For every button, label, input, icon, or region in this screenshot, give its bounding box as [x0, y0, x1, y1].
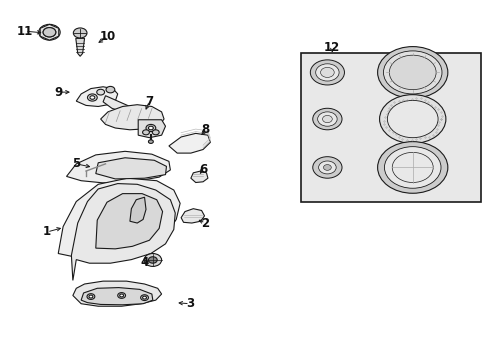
- Circle shape: [310, 60, 344, 85]
- Circle shape: [97, 89, 104, 95]
- Text: 10: 10: [100, 30, 116, 43]
- Circle shape: [120, 294, 123, 297]
- Circle shape: [377, 141, 447, 193]
- Circle shape: [317, 112, 336, 126]
- Polygon shape: [190, 171, 207, 183]
- Text: 11: 11: [17, 25, 33, 38]
- Circle shape: [383, 51, 441, 94]
- Circle shape: [312, 157, 341, 178]
- Circle shape: [377, 46, 447, 98]
- Circle shape: [89, 295, 93, 298]
- Text: 9: 9: [54, 86, 62, 99]
- Circle shape: [148, 257, 157, 263]
- Circle shape: [312, 108, 341, 130]
- Text: 7: 7: [145, 95, 153, 108]
- Circle shape: [146, 125, 156, 132]
- Polygon shape: [81, 288, 153, 305]
- Polygon shape: [96, 158, 166, 179]
- Text: 4: 4: [140, 256, 148, 269]
- Polygon shape: [40, 24, 59, 40]
- Polygon shape: [168, 134, 210, 153]
- Polygon shape: [138, 120, 165, 138]
- Circle shape: [73, 28, 87, 38]
- Text: 1: 1: [43, 225, 51, 238]
- Polygon shape: [71, 184, 175, 280]
- Circle shape: [315, 64, 338, 81]
- Polygon shape: [58, 178, 180, 260]
- Circle shape: [148, 140, 153, 143]
- Circle shape: [87, 294, 95, 300]
- Circle shape: [388, 55, 435, 90]
- Circle shape: [323, 165, 330, 170]
- Circle shape: [90, 96, 95, 99]
- Circle shape: [106, 86, 115, 93]
- Polygon shape: [181, 209, 204, 223]
- Circle shape: [39, 24, 60, 40]
- Circle shape: [320, 67, 333, 77]
- Text: 8: 8: [201, 123, 209, 136]
- Circle shape: [118, 293, 125, 298]
- Polygon shape: [76, 87, 118, 107]
- Circle shape: [142, 296, 146, 299]
- Text: 6: 6: [199, 163, 207, 176]
- Text: 12: 12: [324, 41, 340, 54]
- Circle shape: [148, 126, 153, 130]
- Circle shape: [152, 130, 159, 135]
- Circle shape: [43, 28, 56, 37]
- Circle shape: [43, 28, 56, 37]
- Polygon shape: [66, 151, 170, 183]
- Text: 5: 5: [72, 157, 80, 170]
- Circle shape: [318, 161, 335, 174]
- Circle shape: [384, 147, 440, 188]
- Circle shape: [379, 95, 445, 143]
- Circle shape: [386, 100, 437, 138]
- Polygon shape: [101, 105, 163, 130]
- Circle shape: [141, 295, 148, 301]
- Polygon shape: [130, 197, 146, 223]
- Polygon shape: [76, 39, 84, 56]
- Circle shape: [144, 253, 161, 266]
- Polygon shape: [96, 194, 162, 249]
- Polygon shape: [73, 281, 161, 306]
- Bar: [300, 53, 480, 202]
- Circle shape: [322, 116, 331, 123]
- Text: 2: 2: [201, 216, 209, 230]
- Text: 3: 3: [185, 297, 194, 310]
- Polygon shape: [103, 96, 138, 115]
- Circle shape: [87, 94, 97, 101]
- Circle shape: [142, 130, 149, 135]
- Circle shape: [391, 152, 432, 183]
